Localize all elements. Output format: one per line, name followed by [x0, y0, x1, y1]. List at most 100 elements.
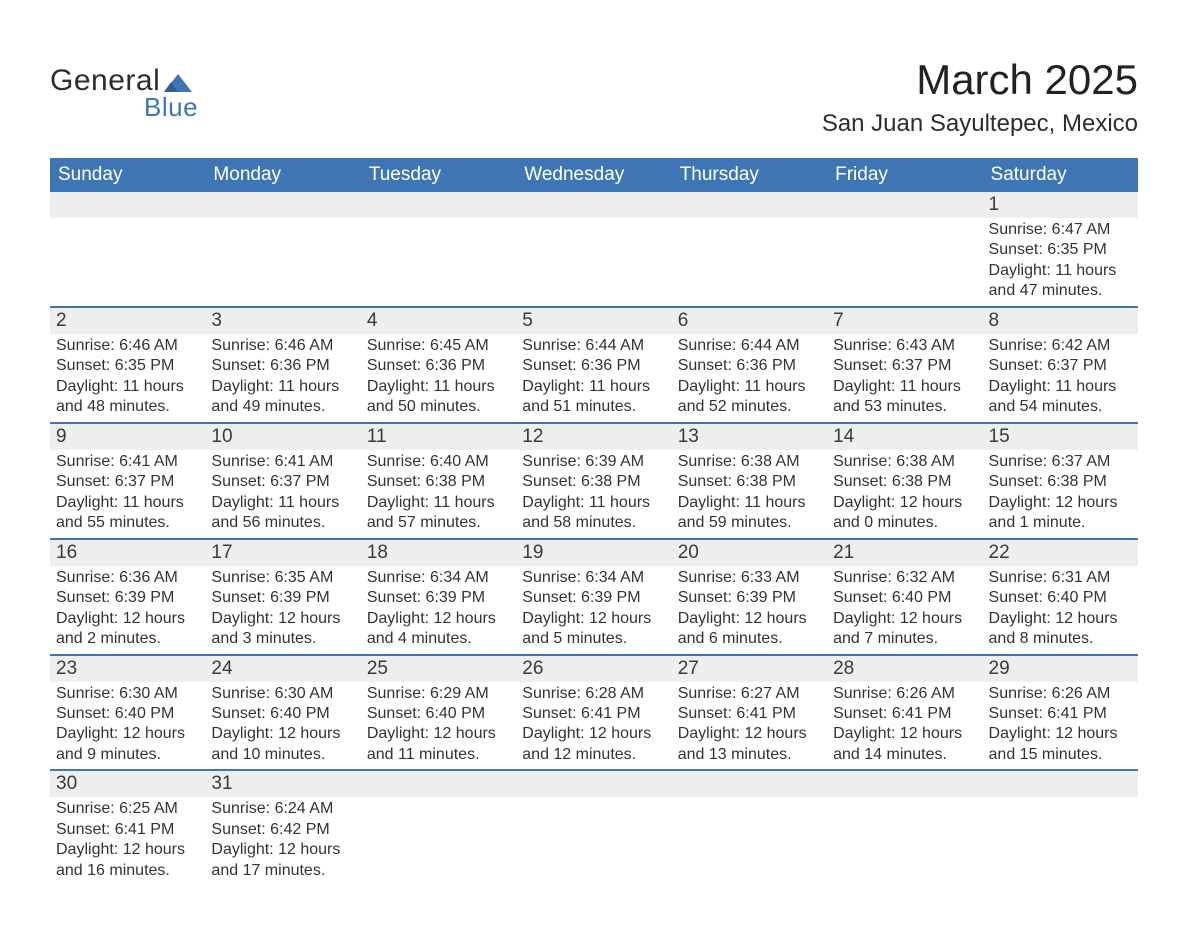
daylight-text: Daylight: 12 hours and 17 minutes.	[211, 840, 354, 881]
sunset-text: Sunset: 6:39 PM	[367, 588, 510, 608]
calendar-day-cell: 19Sunrise: 6:34 AMSunset: 6:39 PMDayligh…	[516, 539, 671, 655]
sunrise-text: Sunrise: 6:34 AM	[367, 568, 510, 588]
sunset-text: Sunset: 6:38 PM	[989, 472, 1132, 492]
day-number: 16	[50, 540, 205, 566]
day-details: Sunrise: 6:39 AMSunset: 6:38 PMDaylight:…	[516, 450, 671, 538]
day-number: 25	[361, 656, 516, 682]
calendar-day-cell	[516, 192, 671, 307]
day-details	[205, 218, 360, 224]
day-number: 23	[50, 656, 205, 682]
sunrise-text: Sunrise: 6:26 AM	[833, 684, 976, 704]
sunset-text: Sunset: 6:41 PM	[833, 704, 976, 724]
calendar-day-cell: 28Sunrise: 6:26 AMSunset: 6:41 PMDayligh…	[827, 655, 982, 771]
sunset-text: Sunset: 6:38 PM	[833, 472, 976, 492]
calendar-week-row: 23Sunrise: 6:30 AMSunset: 6:40 PMDayligh…	[50, 655, 1138, 771]
daylight-text: Daylight: 12 hours and 0 minutes.	[833, 493, 976, 534]
sunset-text: Sunset: 6:37 PM	[989, 356, 1132, 376]
day-number: 14	[827, 424, 982, 450]
daylight-text: Daylight: 11 hours and 49 minutes.	[211, 377, 354, 418]
sunrise-text: Sunrise: 6:32 AM	[833, 568, 976, 588]
daylight-text: Daylight: 12 hours and 14 minutes.	[833, 724, 976, 765]
day-details: Sunrise: 6:41 AMSunset: 6:37 PMDaylight:…	[205, 450, 360, 538]
sunrise-text: Sunrise: 6:38 AM	[833, 452, 976, 472]
day-details: Sunrise: 6:38 AMSunset: 6:38 PMDaylight:…	[672, 450, 827, 538]
calendar-day-cell	[672, 770, 827, 885]
day-number: 12	[516, 424, 671, 450]
daylight-text: Daylight: 11 hours and 47 minutes.	[989, 261, 1132, 302]
daylight-text: Daylight: 12 hours and 1 minute.	[989, 493, 1132, 534]
day-number	[361, 192, 516, 218]
day-details: Sunrise: 6:27 AMSunset: 6:41 PMDaylight:…	[672, 682, 827, 770]
sunset-text: Sunset: 6:39 PM	[522, 588, 665, 608]
sunrise-text: Sunrise: 6:30 AM	[56, 684, 199, 704]
calendar-day-cell: 6Sunrise: 6:44 AMSunset: 6:36 PMDaylight…	[672, 307, 827, 423]
day-details	[50, 218, 205, 224]
day-number: 31	[205, 771, 360, 797]
calendar-day-cell: 7Sunrise: 6:43 AMSunset: 6:37 PMDaylight…	[827, 307, 982, 423]
sunset-text: Sunset: 6:40 PM	[833, 588, 976, 608]
sunrise-text: Sunrise: 6:33 AM	[678, 568, 821, 588]
weekday-header: Saturday	[983, 158, 1138, 192]
day-details	[827, 218, 982, 224]
sunrise-text: Sunrise: 6:41 AM	[56, 452, 199, 472]
sunrise-text: Sunrise: 6:46 AM	[211, 336, 354, 356]
day-number: 20	[672, 540, 827, 566]
logo: General Blue	[50, 40, 198, 123]
day-details: Sunrise: 6:41 AMSunset: 6:37 PMDaylight:…	[50, 450, 205, 538]
sunset-text: Sunset: 6:35 PM	[56, 356, 199, 376]
day-number: 24	[205, 656, 360, 682]
calendar-week-row: 9Sunrise: 6:41 AMSunset: 6:37 PMDaylight…	[50, 423, 1138, 539]
sunrise-text: Sunrise: 6:25 AM	[56, 799, 199, 819]
weekday-header-row: Sunday Monday Tuesday Wednesday Thursday…	[50, 158, 1138, 192]
sunset-text: Sunset: 6:40 PM	[211, 704, 354, 724]
sunrise-text: Sunrise: 6:47 AM	[989, 220, 1132, 240]
calendar-day-cell: 12Sunrise: 6:39 AMSunset: 6:38 PMDayligh…	[516, 423, 671, 539]
sunrise-text: Sunrise: 6:44 AM	[678, 336, 821, 356]
header-block: General Blue March 2025 San Juan Sayulte…	[50, 40, 1138, 148]
daylight-text: Daylight: 11 hours and 52 minutes.	[678, 377, 821, 418]
day-number	[50, 192, 205, 218]
daylight-text: Daylight: 11 hours and 55 minutes.	[56, 493, 199, 534]
day-details: Sunrise: 6:32 AMSunset: 6:40 PMDaylight:…	[827, 566, 982, 654]
day-number	[516, 192, 671, 218]
calendar-day-cell: 15Sunrise: 6:37 AMSunset: 6:38 PMDayligh…	[983, 423, 1138, 539]
calendar-day-cell	[983, 770, 1138, 885]
sunrise-text: Sunrise: 6:42 AM	[989, 336, 1132, 356]
day-number: 27	[672, 656, 827, 682]
day-details: Sunrise: 6:29 AMSunset: 6:40 PMDaylight:…	[361, 682, 516, 770]
weekday-header: Monday	[205, 158, 360, 192]
day-details: Sunrise: 6:30 AMSunset: 6:40 PMDaylight:…	[50, 682, 205, 770]
logo-line-1: General	[50, 64, 192, 98]
sunset-text: Sunset: 6:35 PM	[989, 240, 1132, 260]
day-number: 11	[361, 424, 516, 450]
daylight-text: Daylight: 11 hours and 57 minutes.	[367, 493, 510, 534]
calendar-day-cell: 31Sunrise: 6:24 AMSunset: 6:42 PMDayligh…	[205, 770, 360, 885]
daylight-text: Daylight: 12 hours and 10 minutes.	[211, 724, 354, 765]
day-details: Sunrise: 6:45 AMSunset: 6:36 PMDaylight:…	[361, 334, 516, 422]
day-number: 18	[361, 540, 516, 566]
day-details: Sunrise: 6:30 AMSunset: 6:40 PMDaylight:…	[205, 682, 360, 770]
calendar-day-cell	[50, 192, 205, 307]
calendar-day-cell: 17Sunrise: 6:35 AMSunset: 6:39 PMDayligh…	[205, 539, 360, 655]
daylight-text: Daylight: 11 hours and 51 minutes.	[522, 377, 665, 418]
day-details: Sunrise: 6:28 AMSunset: 6:41 PMDaylight:…	[516, 682, 671, 770]
sunrise-text: Sunrise: 6:39 AM	[522, 452, 665, 472]
sunset-text: Sunset: 6:37 PM	[211, 472, 354, 492]
sunrise-text: Sunrise: 6:43 AM	[833, 336, 976, 356]
calendar-day-cell: 16Sunrise: 6:36 AMSunset: 6:39 PMDayligh…	[50, 539, 205, 655]
sunset-text: Sunset: 6:36 PM	[211, 356, 354, 376]
sunset-text: Sunset: 6:42 PM	[211, 820, 354, 840]
daylight-text: Daylight: 12 hours and 5 minutes.	[522, 609, 665, 650]
day-details: Sunrise: 6:44 AMSunset: 6:36 PMDaylight:…	[516, 334, 671, 422]
day-details	[983, 797, 1138, 803]
calendar-week-row: 1Sunrise: 6:47 AMSunset: 6:35 PMDaylight…	[50, 192, 1138, 307]
day-number	[983, 771, 1138, 797]
sunset-text: Sunset: 6:36 PM	[522, 356, 665, 376]
day-details	[361, 797, 516, 803]
daylight-text: Daylight: 12 hours and 3 minutes.	[211, 609, 354, 650]
calendar-day-cell	[361, 192, 516, 307]
sunset-text: Sunset: 6:37 PM	[833, 356, 976, 376]
sunrise-text: Sunrise: 6:27 AM	[678, 684, 821, 704]
day-details	[361, 218, 516, 224]
sunset-text: Sunset: 6:36 PM	[367, 356, 510, 376]
